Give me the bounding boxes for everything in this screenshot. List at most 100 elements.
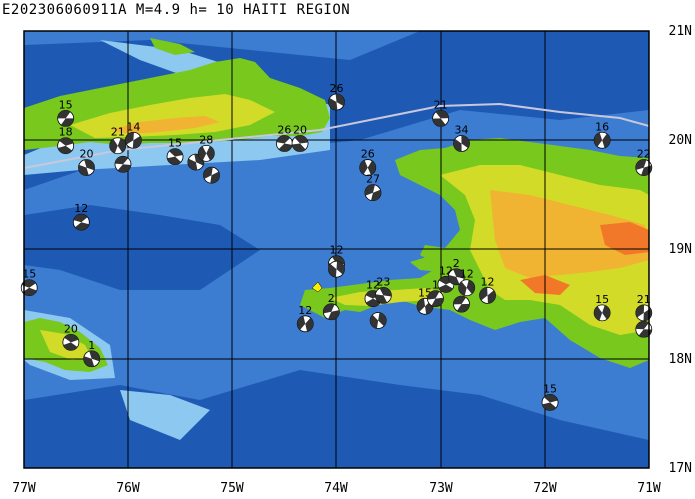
compressional-quadrant [458, 279, 475, 296]
focal-mechanism: 14 [124, 120, 142, 149]
hispaniola-peak [600, 222, 649, 255]
event-depth-label: 12 [366, 279, 380, 292]
focal-mechanism: 21 [109, 126, 127, 155]
focal-mechanism: 1 [83, 339, 101, 368]
map-title: E202306060911A M=4.9 h= 10 HAITI REGION [2, 2, 351, 18]
compressional-quadrant [432, 110, 449, 127]
compressional-quadrant [594, 132, 611, 148]
island-inagua [150, 38, 195, 55]
lon-axis-labels: 77W 76W 75W 74W 73W 72W 71W [12, 481, 661, 496]
compressional-quadrant [109, 138, 126, 154]
event-depth-label: 12 [330, 244, 344, 257]
event-depth-label: 28 [199, 133, 213, 146]
focal-mechanism: 22 [635, 148, 653, 176]
compressional-quadrant [364, 184, 381, 201]
focal-mechanism: 21 [432, 98, 450, 127]
event-depth-label: 27 [366, 173, 380, 186]
focal-mechanism [328, 260, 345, 278]
focal-mechanism: 21 [635, 293, 653, 322]
focal-mechanism: 2 [447, 257, 465, 286]
compressional-quadrant [73, 214, 90, 231]
focal-mechanism: 26 [359, 148, 377, 176]
event-depth-label: 14 [126, 120, 140, 133]
focal-mechanism: 15 [57, 98, 75, 127]
compressional-quadrant [78, 159, 95, 176]
event-depth-label: 15 [595, 293, 609, 306]
focal-mechanism: 12 [72, 202, 90, 231]
event-depth-label: 15 [543, 382, 557, 395]
compressional-quadrant [297, 315, 314, 332]
compressional-quadrant [635, 159, 652, 176]
event-depth-label: 2 [328, 292, 335, 305]
compressional-quadrant [417, 298, 434, 315]
compressional-quadrant [203, 167, 220, 184]
compressional-quadrant [276, 135, 293, 152]
lon-label: 72W [533, 481, 557, 496]
event-depth-label: 20 [64, 322, 78, 335]
focal-mechanism [635, 320, 653, 338]
compressional-quadrant [359, 160, 376, 175]
focal-mechanism: 12 [296, 304, 314, 333]
compressional-quadrant [114, 156, 131, 173]
focal-mechanism: 12 [479, 275, 496, 304]
compressional-quadrant [370, 312, 387, 329]
lon-label: 75W [220, 481, 244, 496]
shelf-south-banks [120, 390, 210, 440]
lon-label: 71W [637, 481, 661, 496]
compressional-quadrant [427, 290, 444, 307]
lat-axis-labels: 21N 20N 19N 18N 17N [669, 24, 692, 476]
focal-mechanism: 26 [276, 124, 293, 152]
event-depth-label: 12 [74, 202, 88, 215]
focal-mechanism: 20 [291, 124, 309, 152]
focal-mechanism [114, 155, 132, 173]
island-tortuga [462, 140, 495, 150]
focal-mechanism [369, 312, 387, 329]
epicenter-marker [311, 281, 323, 293]
event-depth-label: 21 [434, 98, 448, 111]
lat-label: 21N [669, 24, 692, 39]
hispaniola-highland [490, 190, 649, 278]
event-depth-label: 18 [59, 126, 73, 139]
event-depth-label: 20 [80, 148, 94, 161]
focal-mechanism: 23 [374, 275, 392, 304]
focal-mechanism [203, 166, 220, 184]
event-depth-label: 22 [637, 148, 651, 161]
event-depth-label: 34 [455, 124, 469, 137]
focal-mechanism: 20 [78, 148, 95, 176]
focal-mechanism: 16 [593, 120, 611, 149]
event-depth-label: 1 [88, 339, 95, 352]
cuba-ridge [110, 116, 220, 134]
event-depth-label: 21 [637, 293, 651, 306]
lon-label: 73W [429, 481, 453, 496]
lat-label: 20N [669, 133, 692, 148]
focal-mechanism: 27 [364, 173, 382, 202]
event-depth-label: 26 [330, 82, 344, 95]
focal-mechanism [453, 295, 470, 313]
event-depth-label: 12 [298, 304, 312, 317]
focal-mechanism: 12 [458, 268, 476, 297]
lon-label: 74W [324, 481, 348, 496]
map-frame [23, 30, 650, 469]
compressional-quadrant [479, 287, 496, 304]
focal-mechanism: 20 [62, 322, 80, 351]
focal-mechanism: 28 [197, 133, 215, 162]
lon-label: 77W [12, 481, 36, 496]
focal-mechanism: 26 [328, 82, 345, 111]
focal-mechanism: 15 [20, 268, 38, 297]
event-depth-label: 21 [111, 126, 125, 139]
compressional-quadrant [323, 303, 340, 320]
event-depth-label: 20 [293, 124, 307, 137]
focal-mechanism: 15 [541, 382, 559, 411]
event-depth-label: 15 [59, 98, 73, 111]
focal-mechanism: 15 [166, 137, 184, 166]
focal-mechanism: 18 [57, 126, 75, 155]
event-depth-label: 26 [361, 148, 375, 161]
compressional-quadrant [635, 321, 652, 338]
compressional-quadrant [375, 287, 392, 304]
event-depth-label: 12 [481, 275, 495, 288]
graticule [24, 31, 649, 468]
focal-mechanism: 2 [322, 292, 340, 321]
focal-mechanism: 1 [427, 279, 444, 308]
